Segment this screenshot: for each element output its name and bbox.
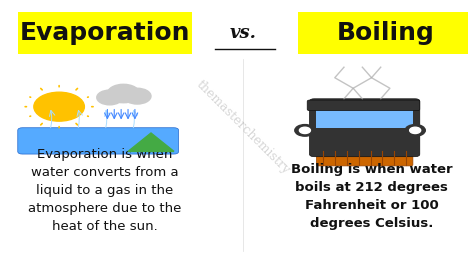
Text: Evaporation is when
water converts from a
liquid to a gas in the
atmosphere due : Evaporation is when water converts from … <box>28 148 182 233</box>
Circle shape <box>107 84 139 103</box>
FancyBboxPatch shape <box>307 100 420 111</box>
FancyBboxPatch shape <box>298 12 468 54</box>
FancyBboxPatch shape <box>18 12 192 54</box>
Circle shape <box>410 127 421 134</box>
Circle shape <box>405 124 425 136</box>
Text: Boiling is when water
boils at 212 degrees
Fahrenheit or 100
degrees Celsius.: Boiling is when water boils at 212 degre… <box>291 163 452 230</box>
Circle shape <box>34 92 84 121</box>
Circle shape <box>300 127 310 134</box>
FancyBboxPatch shape <box>317 104 413 128</box>
FancyBboxPatch shape <box>317 150 413 166</box>
Text: themasterchemistry: themasterchemistry <box>193 78 292 177</box>
Polygon shape <box>128 133 174 151</box>
FancyBboxPatch shape <box>18 128 179 154</box>
Circle shape <box>123 88 151 104</box>
Text: Boiling: Boiling <box>337 21 434 45</box>
FancyBboxPatch shape <box>310 99 420 157</box>
Text: vs.: vs. <box>229 24 256 42</box>
Text: Evaporation: Evaporation <box>20 21 190 45</box>
Circle shape <box>97 90 122 105</box>
Circle shape <box>295 124 315 136</box>
